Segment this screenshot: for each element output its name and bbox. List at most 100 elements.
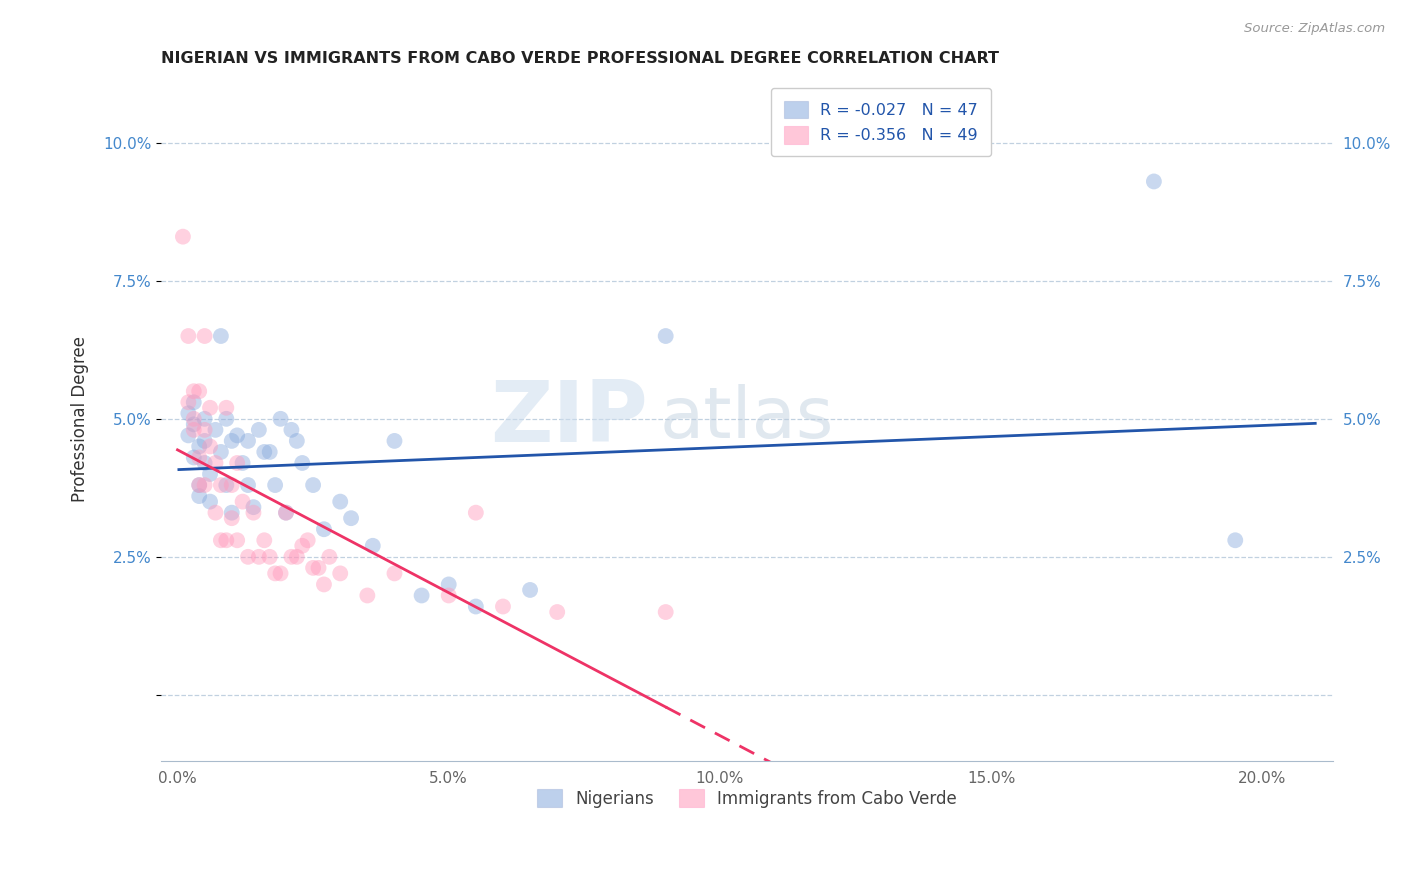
Point: [411, 589, 433, 603]
Point: [188, 478, 211, 492]
Point: [183, 417, 205, 432]
Point: [221, 506, 243, 520]
Point: [232, 456, 254, 470]
Point: [194, 456, 217, 470]
Point: [492, 599, 515, 614]
Point: [172, 229, 194, 244]
Point: [236, 549, 259, 564]
Point: [308, 561, 330, 575]
Point: [226, 428, 249, 442]
Point: [280, 549, 302, 564]
Point: [312, 522, 335, 536]
Point: [183, 423, 205, 437]
Point: [215, 533, 238, 548]
Point: [209, 533, 232, 548]
Point: [437, 577, 460, 591]
Point: [318, 549, 340, 564]
Point: [215, 412, 238, 426]
Point: [302, 561, 325, 575]
Point: [209, 329, 232, 343]
Point: [188, 450, 211, 465]
Point: [654, 329, 676, 343]
Point: [232, 494, 254, 508]
Point: [437, 589, 460, 603]
Point: [340, 511, 363, 525]
Point: [264, 478, 287, 492]
Y-axis label: Professional Degree: Professional Degree: [72, 335, 89, 502]
Point: [198, 467, 221, 481]
Point: [253, 445, 276, 459]
Point: [188, 439, 211, 453]
Point: [1225, 533, 1247, 548]
Point: [209, 445, 232, 459]
Point: [221, 478, 243, 492]
Point: [204, 506, 226, 520]
Point: [253, 533, 276, 548]
Point: [183, 395, 205, 409]
Point: [329, 566, 352, 581]
Point: [361, 539, 384, 553]
Point: [242, 506, 264, 520]
Point: [204, 456, 226, 470]
Point: [312, 577, 335, 591]
Point: [291, 539, 314, 553]
Point: [270, 412, 292, 426]
Point: [221, 511, 243, 525]
Point: [198, 494, 221, 508]
Point: [221, 434, 243, 448]
Point: [270, 566, 292, 581]
Point: [236, 434, 259, 448]
Point: [297, 533, 319, 548]
Point: [546, 605, 568, 619]
Point: [291, 456, 314, 470]
Point: [188, 384, 211, 399]
Point: [198, 439, 221, 453]
Point: [215, 478, 238, 492]
Point: [274, 506, 297, 520]
Point: [247, 549, 270, 564]
Point: [285, 549, 308, 564]
Text: NIGERIAN VS IMMIGRANTS FROM CABO VERDE PROFESSIONAL DEGREE CORRELATION CHART: NIGERIAN VS IMMIGRANTS FROM CABO VERDE P…: [162, 51, 1000, 66]
Point: [384, 434, 406, 448]
Point: [464, 599, 486, 614]
Point: [242, 500, 264, 515]
Point: [194, 329, 217, 343]
Point: [183, 384, 205, 399]
Point: [384, 566, 406, 581]
Point: [183, 412, 205, 426]
Point: [194, 434, 217, 448]
Point: [188, 478, 211, 492]
Point: [1143, 174, 1166, 188]
Point: [177, 428, 200, 442]
Point: [264, 566, 287, 581]
Point: [226, 533, 249, 548]
Point: [654, 605, 676, 619]
Point: [329, 494, 352, 508]
Point: [198, 401, 221, 415]
Text: atlas: atlas: [659, 384, 834, 453]
Point: [274, 506, 297, 520]
Point: [226, 456, 249, 470]
Point: [209, 478, 232, 492]
Text: ZIP: ZIP: [489, 377, 648, 460]
Point: [194, 423, 217, 437]
Point: [247, 423, 270, 437]
Text: Source: ZipAtlas.com: Source: ZipAtlas.com: [1244, 22, 1385, 36]
Point: [204, 423, 226, 437]
Point: [188, 489, 211, 503]
Point: [194, 412, 217, 426]
Point: [280, 423, 302, 437]
Point: [259, 445, 281, 459]
Point: [215, 401, 238, 415]
Point: [177, 395, 200, 409]
Legend: Nigerians, Immigrants from Cabo Verde: Nigerians, Immigrants from Cabo Verde: [530, 782, 965, 814]
Point: [177, 329, 200, 343]
Point: [285, 434, 308, 448]
Point: [464, 506, 486, 520]
Point: [236, 478, 259, 492]
Point: [259, 549, 281, 564]
Point: [519, 582, 541, 597]
Point: [356, 589, 378, 603]
Point: [302, 478, 325, 492]
Point: [194, 478, 217, 492]
